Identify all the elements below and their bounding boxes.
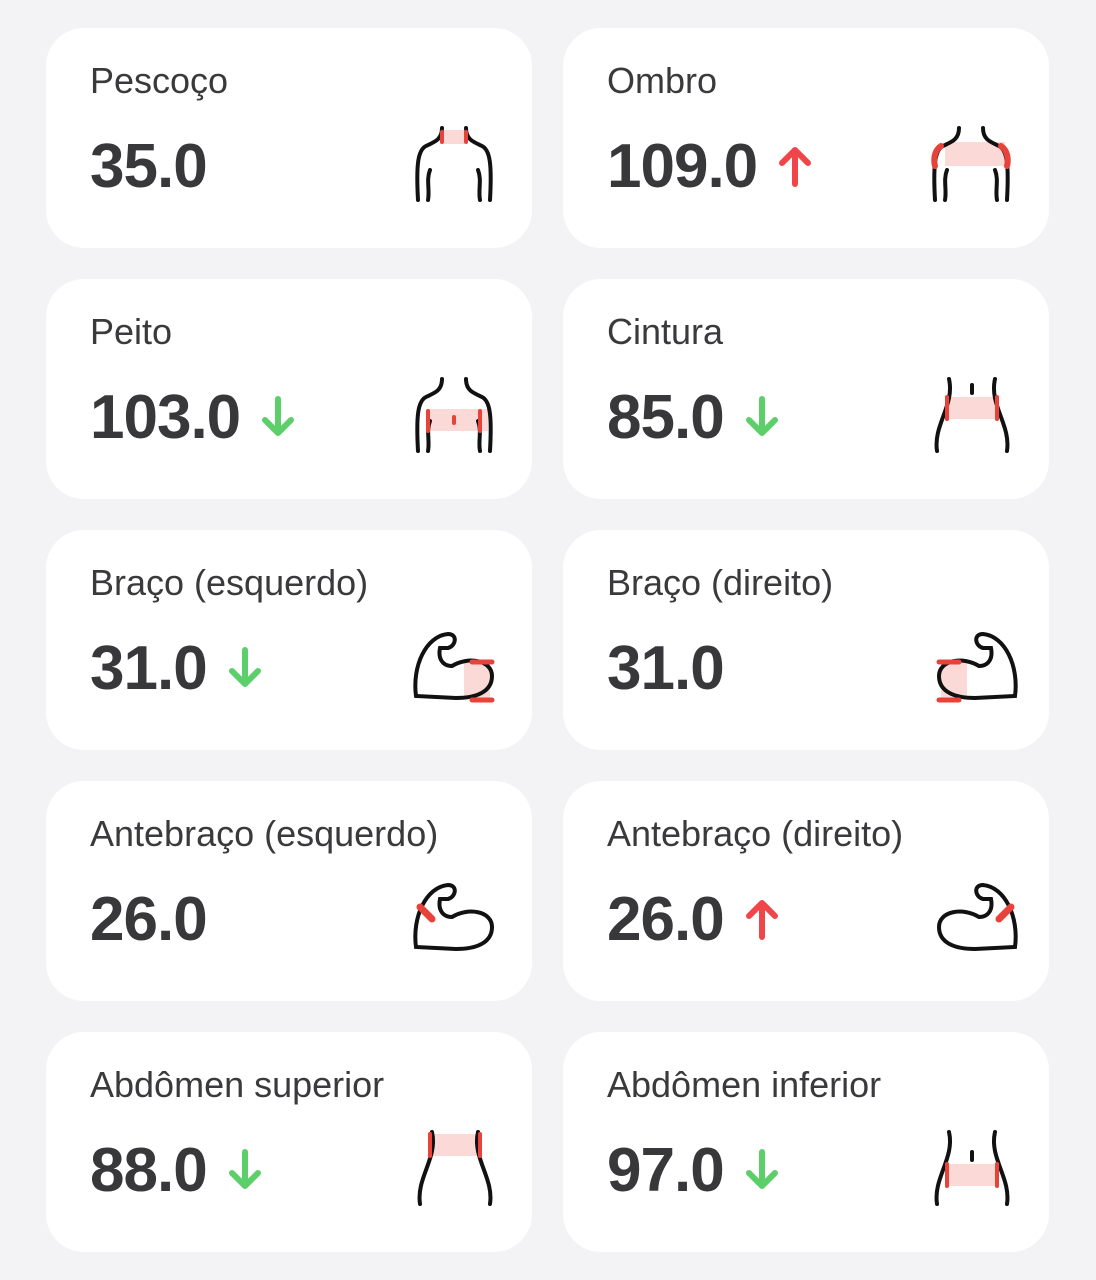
icon-highlight	[947, 397, 997, 419]
measurement-card: Peito 103.0	[46, 279, 532, 499]
trend-arrow	[745, 396, 778, 436]
trend-arrow	[228, 647, 261, 687]
icon-line	[426, 168, 432, 202]
measurement-value: 31.0	[607, 633, 725, 703]
measurement-label: Cintura	[607, 311, 724, 352]
measurement-card: Antebraço (direito) 26.0	[563, 781, 1049, 1001]
measurement-label: Braço (esquerdo)	[90, 562, 369, 603]
measurement-row: 26.0	[607, 881, 780, 957]
trend-arrow-path	[262, 396, 295, 436]
trend-arrow-path	[745, 396, 778, 436]
icon-mark	[931, 143, 944, 169]
icon-highlight	[947, 1164, 997, 1186]
body-icon	[413, 882, 495, 952]
measurement-label: Braço (direito)	[607, 562, 834, 603]
measurement-card: Braço (direito) 31.0	[563, 530, 1049, 750]
trend-arrow-path	[779, 147, 812, 187]
icon-line	[995, 903, 1015, 923]
measurement-row: 88.0	[90, 1132, 263, 1208]
body-icon	[415, 126, 493, 202]
body-icon	[934, 377, 1010, 453]
body-icon	[936, 882, 1018, 952]
icon-line	[413, 631, 495, 701]
icon-line	[943, 168, 949, 202]
icon-arm	[936, 631, 1018, 703]
icon-line	[476, 168, 482, 202]
icon-line	[413, 882, 495, 952]
body-icon	[415, 377, 493, 453]
measurement-label: Antebraço (esquerdo)	[90, 813, 439, 854]
measurement-card: Braço (esquerdo) 31.0	[46, 530, 532, 750]
measurement-label: Peito	[90, 311, 173, 352]
measurement-value: 88.0	[90, 1135, 208, 1205]
icon-arm	[413, 882, 495, 952]
icon-line	[991, 377, 1010, 453]
measurement-row: 109.0	[607, 128, 813, 204]
icon-line	[991, 1130, 1010, 1206]
icon-highlight	[464, 662, 490, 698]
icon-line	[993, 168, 999, 202]
icon-line	[934, 1130, 953, 1206]
measurement-label: Antebraço (direito)	[607, 813, 904, 854]
icon-arm	[936, 882, 1018, 952]
measurement-row: 85.0	[607, 379, 780, 455]
trend-arrow	[745, 900, 778, 940]
trend-arrow-path	[228, 1149, 261, 1189]
measurement-row: 97.0	[607, 1132, 780, 1208]
measurement-row: 31.0	[90, 630, 263, 706]
measurement-card: Antebraço (esquerdo) 26.0	[46, 781, 532, 1001]
icon-line	[936, 631, 1018, 701]
measurement-card: Abdômen superior 88.0	[46, 1032, 532, 1252]
trend-arrow	[779, 147, 812, 187]
icon-highlight	[941, 662, 967, 698]
trend-arrow-path	[228, 647, 261, 687]
measurement-card: Cintura 85.0	[563, 279, 1049, 499]
icon-arm	[413, 631, 495, 703]
trend-arrow	[262, 396, 295, 436]
measurement-card: Pescoço 35.0	[46, 28, 532, 248]
trend-arrow	[745, 1149, 778, 1189]
trend-arrow-path	[745, 900, 778, 940]
body-icon	[413, 631, 495, 703]
icon-line	[416, 903, 436, 923]
body-icon	[931, 126, 1011, 202]
icon-highlight	[444, 130, 464, 144]
measurement-card: Ombro 109.0	[563, 28, 1049, 248]
trend-arrow	[228, 1149, 261, 1189]
measurement-value: 109.0	[607, 131, 758, 201]
measurement-row: 103.0	[90, 379, 296, 455]
body-icon	[936, 631, 1018, 703]
measurement-value: 35.0	[90, 131, 208, 201]
body-icon	[417, 1130, 493, 1206]
measurement-row: 35.0	[90, 128, 208, 204]
measurement-value: 103.0	[90, 382, 241, 452]
measurement-label: Pescoço	[90, 60, 229, 101]
measurement-row: 31.0	[607, 630, 725, 706]
measurement-value: 31.0	[90, 633, 208, 703]
icon-line	[936, 882, 1018, 952]
measurement-label: Abdômen inferior	[607, 1064, 882, 1105]
icon-line	[934, 377, 953, 453]
measurement-value: 26.0	[90, 884, 208, 954]
measurement-value: 85.0	[607, 382, 725, 452]
icon-line	[415, 377, 444, 453]
measurement-row: 26.0	[90, 881, 208, 957]
icon-line	[417, 1130, 436, 1206]
icon-mark	[998, 143, 1011, 169]
icon-line	[464, 377, 493, 453]
icon-line	[474, 1130, 493, 1206]
measurement-card: Abdômen inferior 97.0	[563, 1032, 1049, 1252]
icon-highlight	[430, 1134, 480, 1156]
measurement-label: Abdômen superior	[90, 1064, 385, 1105]
measurement-label: Ombro	[607, 60, 718, 101]
measurement-value: 97.0	[607, 1135, 725, 1205]
icon-highlight	[428, 409, 488, 431]
measurement-value: 26.0	[607, 884, 725, 954]
trend-arrow-path	[745, 1149, 778, 1189]
body-icon	[934, 1130, 1010, 1206]
